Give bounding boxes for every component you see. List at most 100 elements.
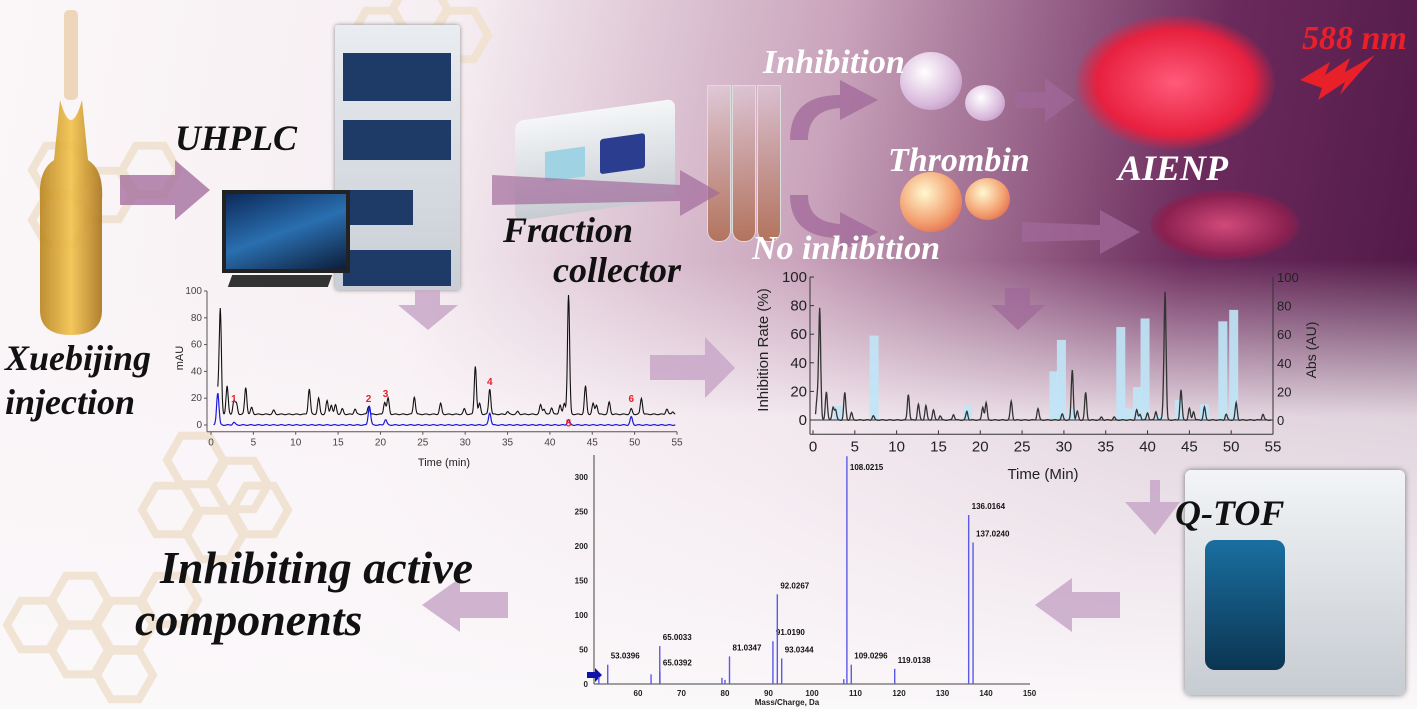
x-tick-label: 150 — [1023, 689, 1037, 698]
ms-peak-label: 91.0190 — [776, 628, 805, 637]
x-tick-label: 20 — [972, 438, 989, 455]
peak-label: 6 — [628, 394, 634, 405]
black-trace-line — [217, 294, 676, 416]
x-tick-label: 55 — [1265, 438, 1282, 455]
arrow-branch-icon — [790, 195, 878, 252]
x-tick-label: 0 — [208, 438, 214, 449]
y-tick-label: 0 — [196, 420, 202, 431]
y2-tick-label: 20 — [1277, 384, 1291, 399]
x-tick-label: 60 — [634, 689, 643, 698]
arrow-right-icon — [120, 160, 210, 220]
y-tick-label: 250 — [575, 508, 589, 517]
arrow-left-icon — [422, 578, 508, 632]
qtof-instrument-image — [1185, 470, 1405, 695]
x-tick-label: 15 — [333, 438, 345, 449]
y-tick-label: 20 — [790, 383, 807, 400]
x-tick-label: 130 — [936, 689, 950, 698]
label-fraction: Fraction — [503, 210, 634, 250]
x-tick-label: 120 — [892, 689, 906, 698]
emission-lightning-icon — [1300, 55, 1375, 100]
x-tick-label: 55 — [671, 438, 683, 449]
hexagon-shape — [2, 596, 68, 654]
x-tick-label: 35 — [1097, 438, 1114, 455]
y2-tick-label: 0 — [1277, 413, 1284, 428]
arrow-right-icon — [650, 337, 735, 398]
thrombin-inhibited-small — [965, 85, 1005, 121]
hexagon-shape — [137, 571, 203, 629]
x-tick-label: 45 — [587, 438, 599, 449]
inhibition-bar — [1199, 404, 1209, 420]
hexagon-shape — [227, 481, 293, 539]
x-tick-label: 50 — [629, 438, 641, 449]
x-tick-label: 40 — [544, 438, 556, 449]
arrow-right-icon — [1022, 210, 1140, 254]
label-uhplc: UHPLC — [175, 118, 297, 158]
y-tick-label: 80 — [790, 298, 807, 315]
arrow-down-icon — [1125, 480, 1180, 535]
ms-peak-label: 109.0296 — [854, 652, 888, 661]
x-tick-label: 20 — [375, 438, 387, 449]
thrombin-active-large — [900, 172, 962, 232]
x-axis-label: Time (Min) — [1007, 466, 1078, 483]
ms-peak-label: 81.0347 — [733, 643, 762, 652]
y-tick-label: 200 — [575, 542, 589, 551]
inhibition-bar — [1140, 318, 1150, 420]
arrow-down-icon — [398, 290, 458, 330]
y2-axis-label: Abs (AU) — [1303, 322, 1319, 379]
x-tick-label: 35 — [502, 438, 514, 449]
peak-label: 1 — [231, 394, 237, 405]
y2-tick-label: 60 — [1277, 327, 1291, 342]
x-tick-label: 5 — [851, 438, 859, 455]
y2-tick-label: 80 — [1277, 299, 1291, 314]
ms-peak-label: 137.0240 — [976, 530, 1010, 539]
ms-peak-label: 65.0033 — [663, 633, 692, 642]
label-thrombin: Thrombin — [888, 142, 1030, 179]
x-tick-label: 45 — [1181, 438, 1198, 455]
background-fade — [0, 260, 1417, 709]
thrombin-inhibited-large — [900, 52, 962, 110]
ms-peak-label: 136.0164 — [972, 502, 1006, 511]
x-tick-label: 25 — [1014, 438, 1031, 455]
x-tick-label: 10 — [888, 438, 905, 455]
inhibition-bar — [1133, 387, 1143, 420]
ms-peak-label: 53.0396 — [611, 652, 640, 661]
label-xuebijing: Xuebijing — [5, 338, 152, 378]
aienp-glowing-image — [1075, 15, 1275, 150]
x-tick-label: 110 — [849, 689, 862, 698]
y-tick-label: 100 — [782, 269, 807, 286]
x-tick-label: 80 — [721, 689, 730, 698]
inhibition-bar — [1155, 415, 1165, 420]
computer-monitor-image — [222, 190, 350, 273]
blue-trace-line — [213, 392, 676, 426]
y-tick-label: 100 — [575, 611, 589, 620]
x-tick-label: 50 — [1223, 438, 1240, 455]
y2-tick-label: 100 — [1277, 270, 1299, 285]
x-tick-label: 25 — [417, 438, 429, 449]
arrow-right-icon — [492, 170, 720, 216]
ms-peak-label: 93.0344 — [785, 645, 814, 654]
peak-label: 4 — [487, 377, 493, 388]
label-qtof: Q-TOF — [1175, 493, 1285, 533]
x-tick-label: 70 — [677, 689, 686, 698]
x-tick-label: 5 — [251, 438, 257, 449]
inhibition-bar — [1116, 327, 1126, 420]
arrow-branch-icon — [790, 80, 878, 140]
y-tick-label: 300 — [575, 473, 589, 482]
label-588nm: 588 nm — [1302, 20, 1407, 57]
test-tubes-image — [705, 85, 785, 245]
x-tick-label: 140 — [979, 689, 993, 698]
y-tick-label: 80 — [191, 313, 203, 324]
x-tick-label: 0 — [809, 438, 817, 455]
ms-peak-label: 65.0392 — [663, 659, 692, 668]
x-tick-label: 40 — [1139, 438, 1156, 455]
y2-tick-label: 40 — [1277, 356, 1291, 371]
x-tick-label: 100 — [805, 689, 819, 698]
x-tick-label: 15 — [930, 438, 947, 455]
arrow-right-icon — [1015, 78, 1075, 122]
y-tick-label: 60 — [790, 326, 807, 343]
y-tick-label: 40 — [191, 366, 203, 377]
arrow-down-icon — [991, 288, 1045, 330]
label-collector: collector — [553, 250, 681, 290]
hexagon-shape — [207, 456, 273, 514]
thrombin-active-small — [965, 178, 1010, 220]
